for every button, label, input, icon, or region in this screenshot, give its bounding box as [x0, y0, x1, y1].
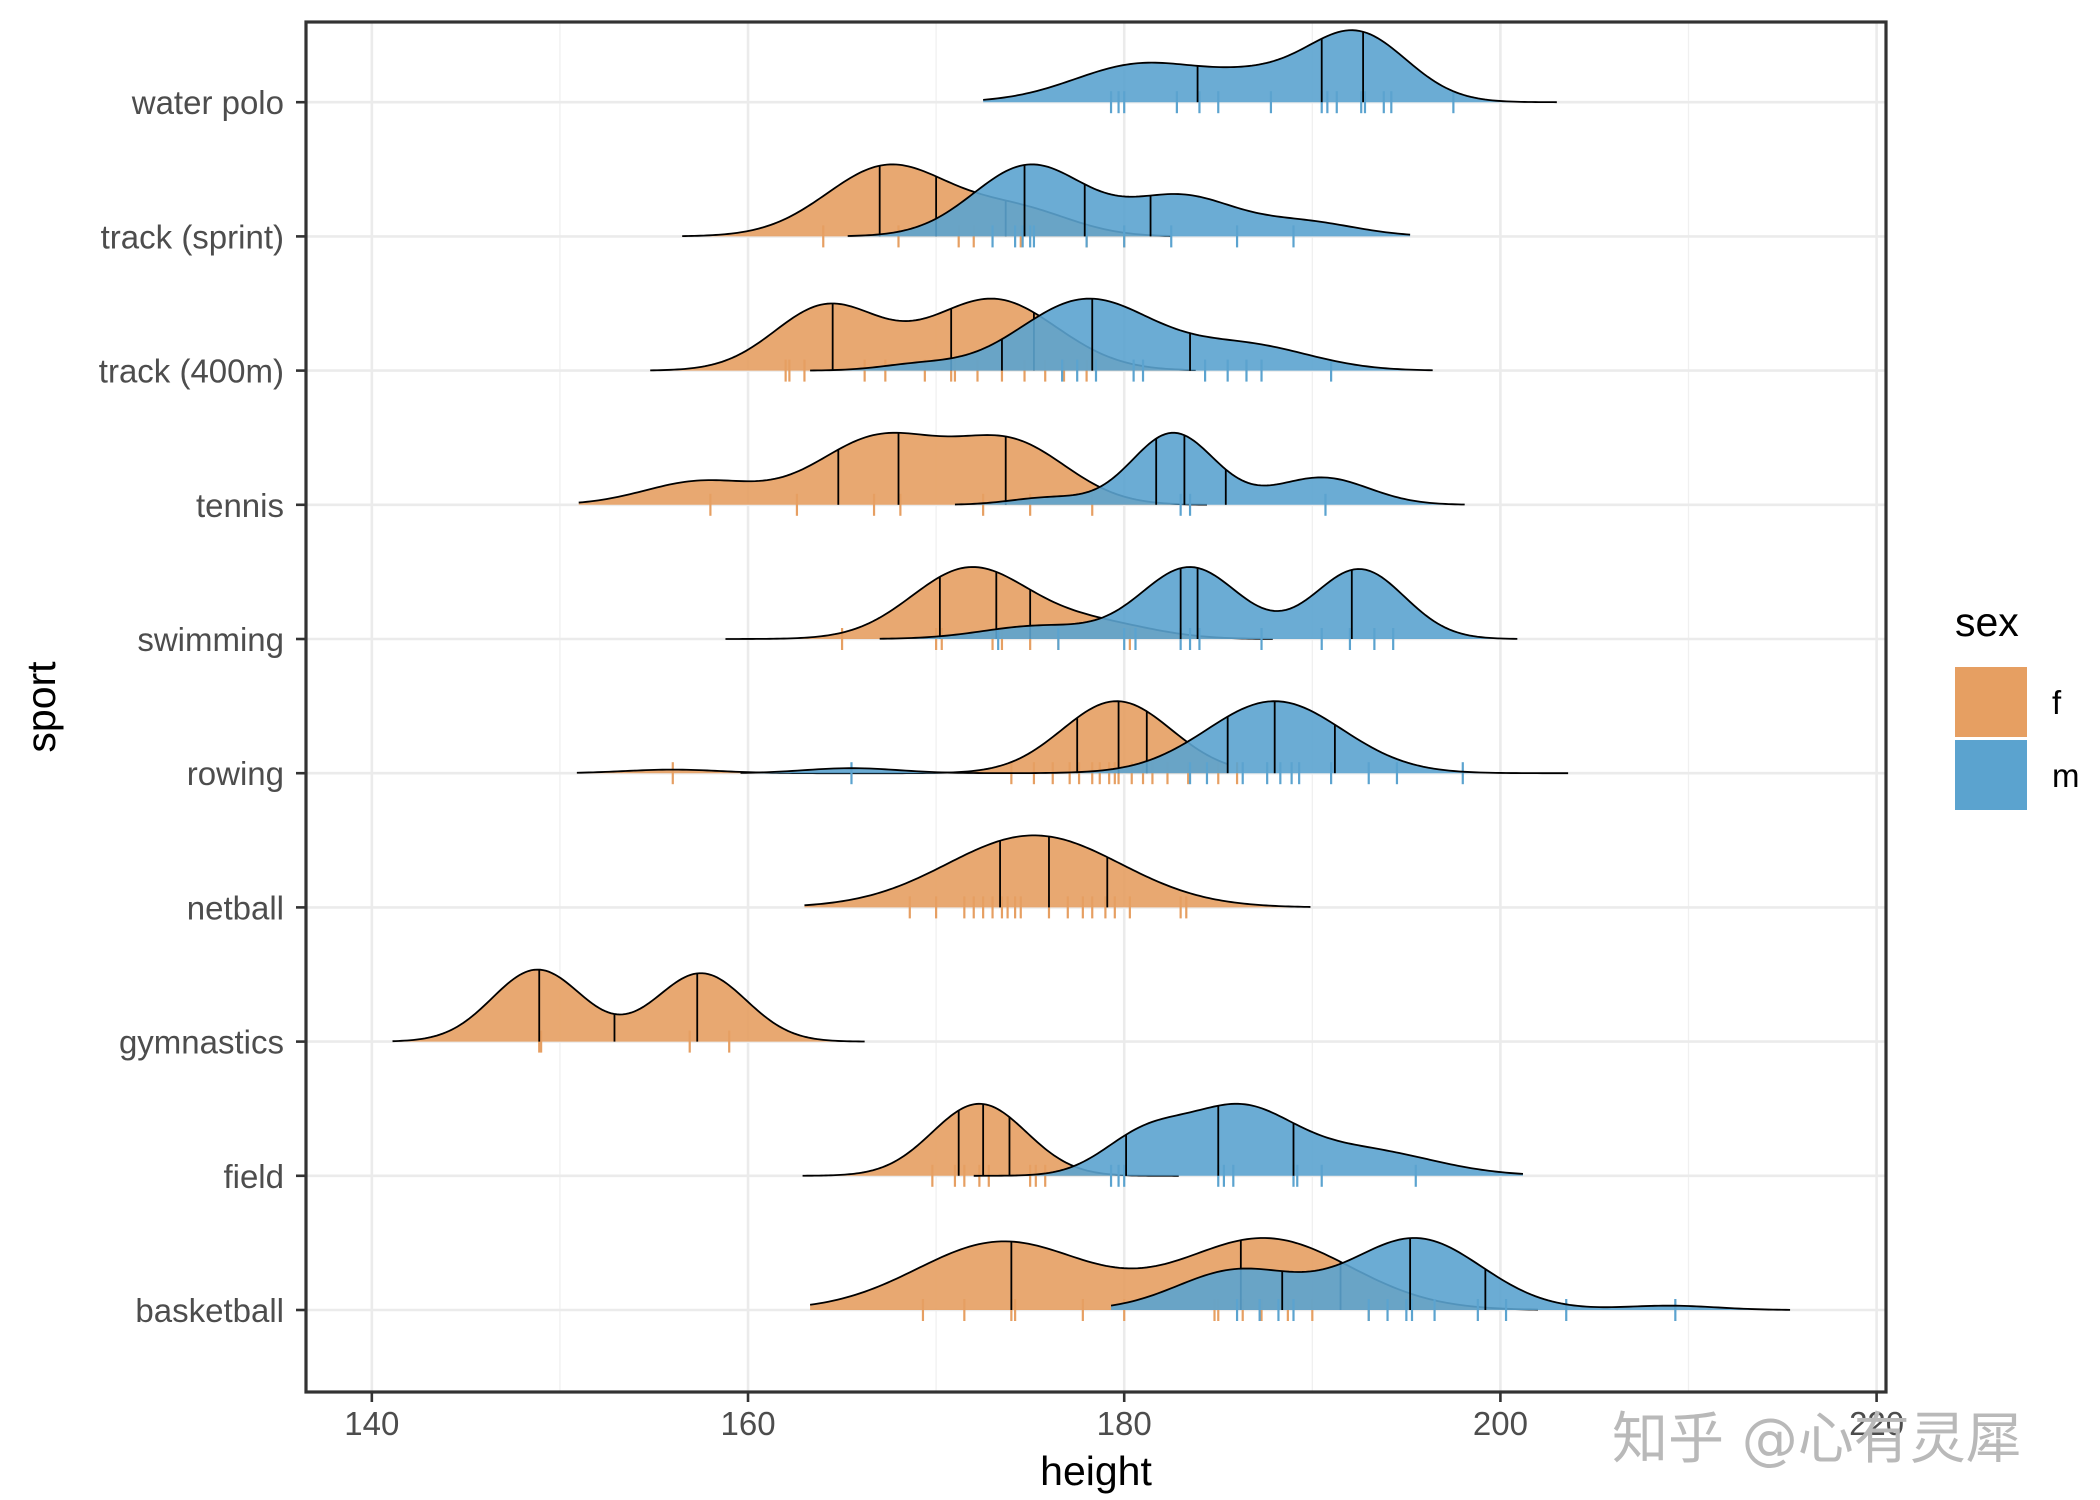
legend-label-m: m — [2052, 757, 2080, 794]
axes: basketball field gymnastics netball rowing sw… — [99, 84, 1904, 1442]
density-area — [576, 701, 1228, 774]
legend-title: sex — [1955, 599, 2019, 645]
y-tick-label: field — [223, 1158, 284, 1195]
density-area — [740, 701, 1569, 774]
y-tick-label: basketball — [135, 1292, 284, 1329]
y-tick-label: tennis — [196, 487, 284, 524]
density-outline — [804, 834, 1311, 908]
panel-border — [304, 20, 1888, 1394]
density-outline — [392, 968, 865, 1043]
density-area — [725, 567, 1273, 639]
x-tick-label: 160 — [720, 1405, 775, 1442]
x-axis-title: height — [1040, 1448, 1152, 1494]
density-area — [392, 969, 865, 1042]
density-outline — [810, 297, 1433, 372]
x-tick-label: 200 — [1473, 1405, 1528, 1442]
x-tick-label: 140 — [344, 1405, 399, 1442]
density-outline — [973, 1102, 1524, 1177]
density-area — [804, 835, 1311, 908]
density-area — [802, 1103, 1179, 1176]
density-outline — [740, 700, 1569, 775]
legend-key-f — [1955, 667, 2027, 737]
y-tick-label: rowing — [187, 755, 284, 792]
density-outline — [879, 566, 1518, 640]
legend: sex f m — [1955, 599, 2080, 810]
density-area — [810, 298, 1433, 371]
y-tick-label: water polo — [131, 84, 284, 121]
density-area — [983, 30, 1557, 103]
ridge-f-netball — [804, 834, 1311, 919]
density-outline — [1110, 1237, 1791, 1311]
density-ridges — [392, 29, 1791, 1321]
density-outline — [983, 29, 1557, 104]
legend-key-m — [1955, 740, 2027, 810]
y-tick-label: track (sprint) — [101, 218, 284, 255]
ridge-m-swimming — [879, 566, 1518, 650]
y-tick-label: netball — [187, 889, 284, 926]
ridge-f-gymnastics — [392, 968, 865, 1053]
ridge-m-track-400m — [810, 297, 1433, 382]
ridge-m-basketball — [1110, 1237, 1791, 1321]
density-area — [954, 432, 1465, 505]
y-tick-label: track (400m) — [99, 353, 284, 390]
density-outline — [954, 431, 1465, 506]
density-area — [578, 432, 1207, 505]
ridge-m-track-sprint — [847, 163, 1411, 248]
watermark: 知乎 @心有灵犀 — [1612, 1407, 2022, 1472]
ridge-m-rowing — [740, 700, 1569, 785]
x-tick-label: 220 — [1849, 1405, 1904, 1442]
density-outline — [847, 163, 1411, 237]
density-area — [879, 567, 1518, 639]
ridge-m-tennis — [954, 431, 1465, 516]
y-axis-title: sport — [18, 661, 64, 753]
legend-label-f: f — [2052, 684, 2062, 721]
x-tick-label: 180 — [1097, 1405, 1152, 1442]
density-area — [973, 1103, 1523, 1176]
ridge-m-water-polo — [983, 29, 1557, 114]
ridge-m-field — [973, 1102, 1524, 1187]
y-tick-label: gymnastics — [119, 1024, 284, 1061]
y-tick-label: swimming — [137, 621, 284, 658]
density-area — [1111, 1238, 1791, 1310]
